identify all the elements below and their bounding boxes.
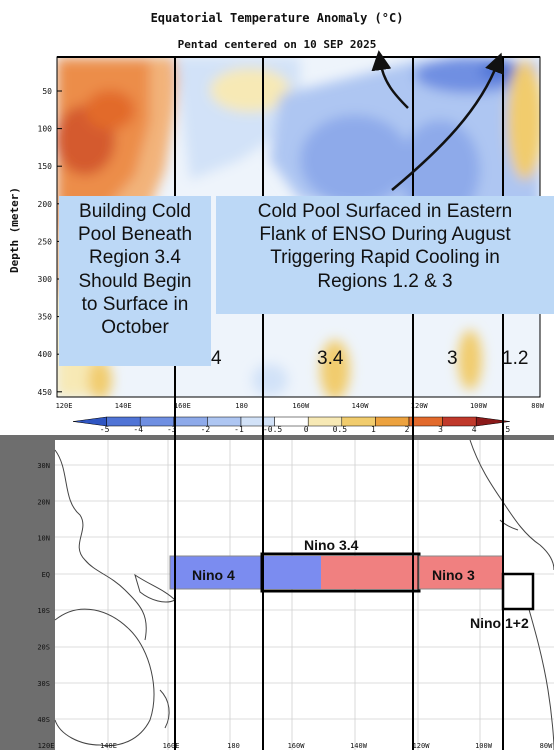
callout-cold-pool-beneath: Building Cold Pool Beneath Region 3.4 Sh… [59, 196, 211, 366]
y-tick-label: 200 [38, 200, 53, 209]
y-tick-label: 100 [38, 125, 53, 134]
x-tick-label: 140E [115, 402, 132, 410]
nino12-label: Nino 1+2 [470, 615, 529, 631]
map-grid [55, 440, 554, 750]
map-y-tick-label: 30S [37, 680, 50, 688]
x-tick-label: 160E [174, 402, 191, 410]
callout-right-line: Regions 1.2 & 3 [317, 270, 453, 292]
callout-left-line: Should Begin [78, 270, 192, 292]
map-y-tick-label: 10S [37, 607, 50, 615]
callout-left-line: to Surface in [81, 293, 189, 315]
colorbar-cell [475, 416, 510, 427]
colorbar-tick-label: 0.5 [333, 425, 348, 434]
y-tick-label: 250 [38, 237, 53, 246]
colorbar-tick-label: -4 [133, 425, 143, 434]
x-tick-label: 100W [470, 402, 488, 410]
colorbar-tick-label: 0 [304, 425, 309, 434]
map-x-tick-label: 100W [475, 742, 493, 750]
region-label-1-2: 1.2 [502, 348, 529, 369]
colorbar-tick-label: -5 [100, 425, 110, 434]
region-label-4: 4 [211, 348, 222, 369]
nino34-label: Nino 3.4 [304, 537, 359, 553]
callout-right-line: Flank of ENSO During August [259, 224, 511, 246]
y-tick-label: 150 [38, 162, 53, 171]
map-y-ticks: 30N 20N 10N EQ 10S 20S 30S 40S [37, 462, 50, 724]
map-x-ticks: 120E 140E 160E 180 160W 140W 120W 100W 80W [38, 742, 554, 750]
heatmap-y-ticks: 50 100 150 200 250 300 350 400 450 [38, 87, 62, 397]
map-y-tick-label: 40S [37, 716, 50, 724]
map-x-tick-label: 160E [163, 742, 180, 750]
nino4-label: Nino 4 [192, 567, 235, 583]
colorbar-tick-label: -1 [234, 425, 244, 434]
callout-arrows [371, 50, 504, 191]
x-tick-label: 140W [352, 402, 370, 410]
nino3-label: Nino 3 [432, 567, 475, 583]
callout-right-line: Triggering Rapid Cooling in [270, 247, 500, 269]
map-y-tick-label: 20N [37, 498, 50, 506]
nino34-east-box [321, 556, 418, 589]
map-y-tick-label: EQ [42, 571, 50, 579]
x-tick-label: 160W [292, 402, 310, 410]
colorbar-tick-label: 3 [438, 425, 443, 434]
map-y-tick-label: 30N [37, 462, 50, 470]
callout-left-line: Region 3.4 [89, 247, 181, 269]
callout-left-line: October [101, 316, 169, 338]
y-tick-label: 450 [38, 388, 53, 397]
y-tick-label: 350 [38, 313, 53, 322]
heatmap-x-ticks: 120E 140E 160E 180 160W 140W 120W 100W 80W [56, 402, 545, 410]
y-tick-label: 400 [38, 350, 53, 359]
map-x-tick-label: 140E [100, 742, 117, 750]
y-tick-label: 300 [38, 275, 53, 284]
colorbar-tick-label: -0.5 [263, 425, 282, 434]
map-x-tick-label: 120E [38, 742, 55, 750]
nino34-west-box [263, 556, 321, 589]
x-tick-label: 120E [56, 402, 73, 410]
nino12-box [501, 572, 535, 611]
colorbar-ticks: -5 -4 -3 -2 -1 -0.5 0 0.5 1 2 3 4 5 [100, 425, 511, 434]
y-tick-label: 50 [42, 87, 52, 96]
nino-map: Nino 4 Nino 3.4 Nino 3 Nino 1+2 [0, 435, 554, 750]
region-label-3-4: 3.4 [317, 348, 344, 369]
colorbar-tick-label: 4 [472, 425, 477, 434]
colorbar-tick-label: 2 [405, 425, 410, 434]
x-tick-label: 120W [411, 402, 429, 410]
colorbar-tick-label: -3 [167, 425, 177, 434]
map-x-tick-label: 160W [288, 742, 306, 750]
map-y-tick-label: 20S [37, 644, 50, 652]
callout-left-line: Pool Beneath [77, 224, 193, 246]
nino4-box [169, 555, 264, 590]
colorbar-tick-label: -2 [201, 425, 211, 434]
colorbar-tick-label: 5 [505, 425, 510, 434]
chart-title: Equatorial Temperature Anomaly (°C) [150, 11, 404, 25]
x-tick-label: 180 [235, 402, 248, 410]
map-y-tick-label: 10N [37, 535, 50, 543]
colorbar [72, 416, 510, 427]
callout-left-line: Building Cold [79, 201, 191, 222]
callout-cold-pool-surfaced: Cold Pool Surfaced in Eastern Flank of E… [216, 196, 554, 314]
colorbar-tick-label: 1 [371, 425, 376, 434]
chart-subtitle: Pentad centered on 10 SEP 2025 [177, 38, 377, 51]
x-tick-label: 80W [531, 402, 544, 410]
region-label-3: 3 [447, 348, 458, 369]
y-axis-label: Depth (meter) [8, 187, 21, 273]
map-x-tick-label: 80W [540, 742, 553, 750]
map-x-tick-label: 140W [350, 742, 368, 750]
map-x-tick-label: 120W [413, 742, 431, 750]
map-x-tick-label: 180 [227, 742, 240, 750]
callout-right-line: Cold Pool Surfaced in Eastern [257, 201, 513, 222]
